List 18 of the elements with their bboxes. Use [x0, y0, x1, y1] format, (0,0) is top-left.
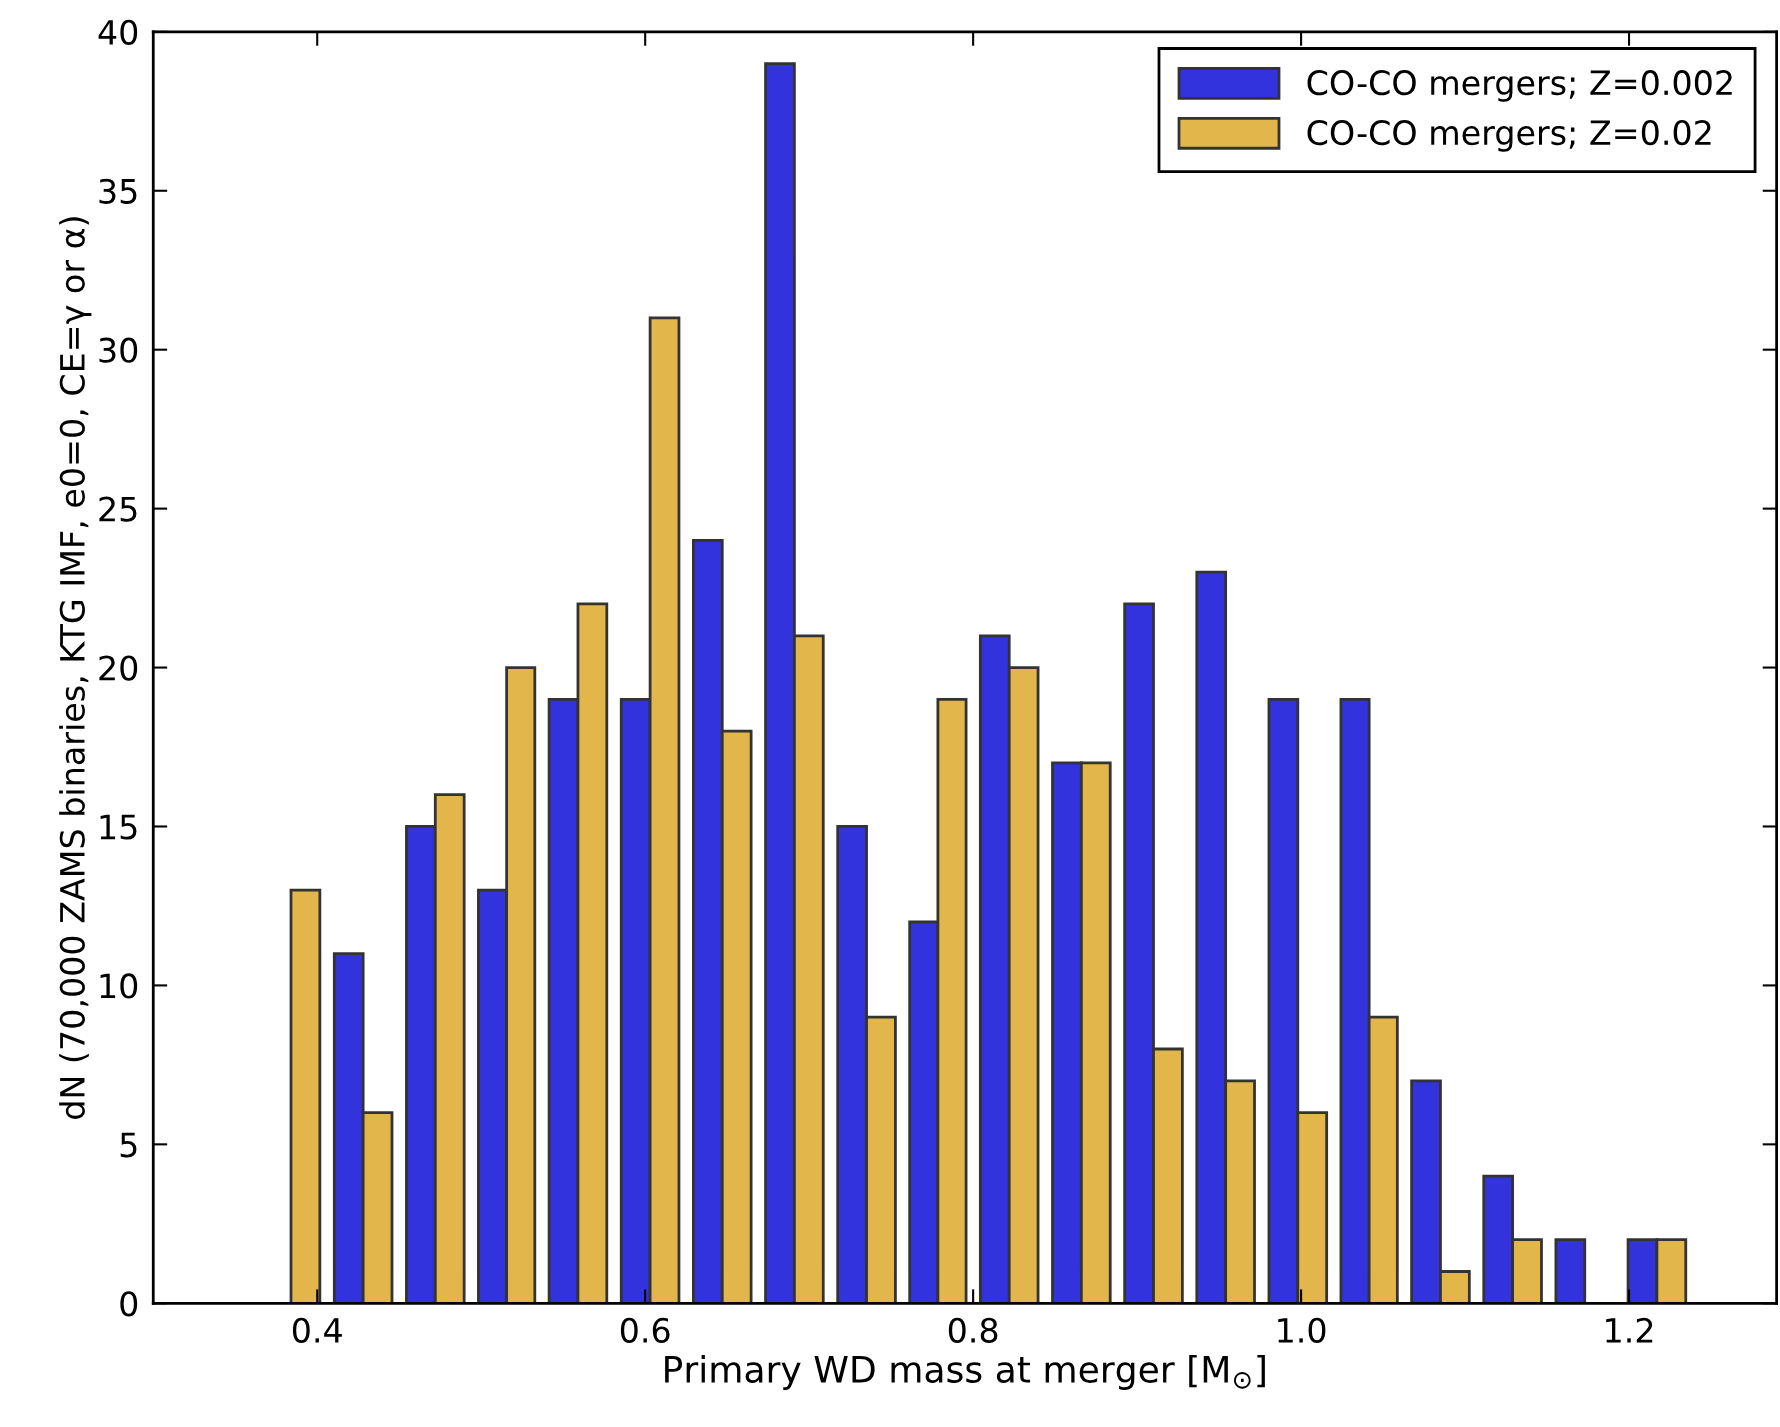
x-tick-label: 0.4: [292, 1317, 342, 1343]
y-tick-label: 25: [99, 496, 137, 522]
x-tick-label: 0.8: [948, 1317, 998, 1343]
legend-label: CO-CO mergers; Z=0.02: [1307, 120, 1711, 152]
y-tick-label: 30: [99, 337, 138, 363]
y-tick-label: 20: [99, 655, 138, 681]
y-tick-label: 0: [120, 1291, 138, 1317]
y-tick-label: 15: [100, 814, 137, 840]
y-tick-label: 40: [98, 19, 138, 45]
y-tick-label: 35: [99, 178, 137, 204]
y-tick-label: 5: [120, 1132, 137, 1158]
y-axis-title: dN (70,000 ZAMS binaries, KTG IMF, e0=0, CE=γ or α): [59, 217, 92, 1119]
y-tick-label: 10: [100, 973, 138, 999]
x-tick-label: 1.0: [1278, 1317, 1326, 1343]
x-tick-label: 1.2: [1606, 1317, 1653, 1343]
x-tick-label: 0.6: [620, 1317, 670, 1343]
legend-label: CO-CO mergers; Z=0.002: [1307, 70, 1732, 102]
x-axis-title: Primary WD mass at merger [M$_{⊙}$]: [665, 1354, 1265, 1390]
